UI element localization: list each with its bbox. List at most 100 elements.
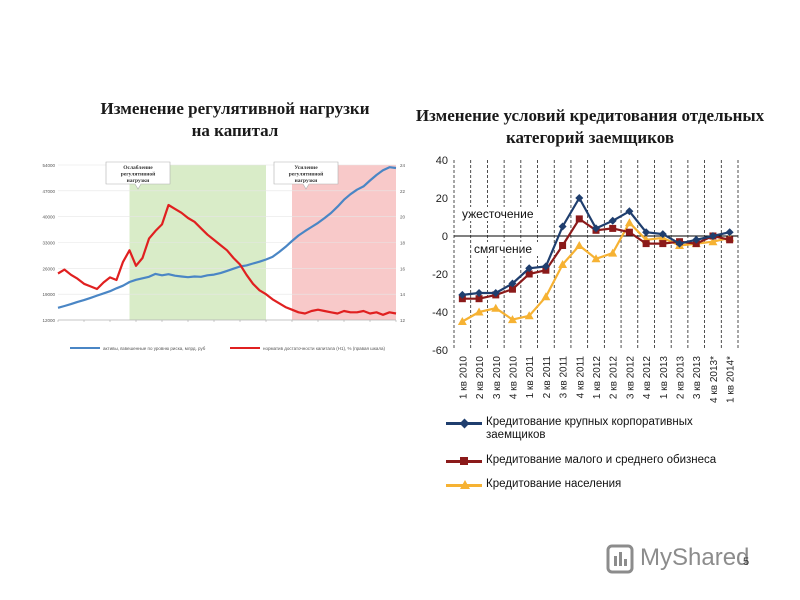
sme-lending-point bbox=[726, 236, 734, 244]
corporate-lending-point bbox=[458, 290, 467, 299]
right-axis-tick-label: 14 bbox=[400, 292, 406, 297]
left-axis-tick-label: 54000 bbox=[42, 163, 55, 168]
legend-swatch-corporate bbox=[446, 416, 482, 430]
tightening-annotation-text: регулятивной bbox=[289, 171, 324, 178]
corporate-lending-point bbox=[692, 235, 701, 244]
retail-lending-point bbox=[624, 218, 634, 227]
left-axis-tick-label: 19000 bbox=[42, 292, 55, 297]
page-number: 5 bbox=[743, 556, 750, 568]
legend-label-retail: Кредитование населения bbox=[486, 478, 622, 490]
sme-lending-point bbox=[609, 224, 617, 232]
retail-lending-point bbox=[541, 292, 551, 301]
legend-label-corporate: Кредитование крупных корпоративных заемщ… bbox=[486, 416, 693, 441]
retail-lending-point bbox=[507, 315, 517, 324]
corporate-lending-point bbox=[525, 264, 534, 273]
x-axis-tick-label: 4 кв 2012 bbox=[642, 356, 653, 399]
x-axis-tick-label: 2 кв 2012 bbox=[609, 356, 620, 399]
corporate-lending-point bbox=[575, 194, 584, 202]
corporate-lending-point bbox=[608, 216, 617, 225]
retail-lending-point bbox=[708, 237, 718, 246]
right-axis-tick-label: 24 bbox=[400, 163, 406, 168]
x-axis-tick-label: 4 кв 2013* bbox=[709, 356, 720, 403]
corporate-lending-point bbox=[508, 279, 517, 288]
legend-item-sme: Кредитование малого и среднего обизнеса bbox=[446, 454, 746, 468]
sme-lending-point bbox=[642, 240, 650, 248]
retail-lending-point bbox=[574, 241, 584, 249]
sme-lending-point bbox=[508, 285, 516, 293]
sme-lending-point bbox=[525, 270, 533, 278]
x-axis-tick-label: 1 кв 2014* bbox=[726, 356, 737, 403]
corporate-lending-point bbox=[708, 232, 717, 240]
capital-adequacy-line bbox=[57, 203, 397, 316]
right-axis-tick-label: 22 bbox=[400, 189, 406, 194]
lending-conditions-chart: 40 20 0 -20 -40 -60 1 кв 2010 2 кв 2010 3 кв 201… bbox=[432, 155, 739, 403]
y-axis-tick-label: 20 bbox=[436, 193, 448, 205]
logo-text: MyShared bbox=[640, 544, 750, 571]
y-axis-tick-label: 0 bbox=[442, 231, 448, 243]
x-axis-tick-label: 4 кв 2010 bbox=[508, 356, 519, 399]
lending-chart-legend: Кредитование крупных корпоративных заемщ… bbox=[446, 416, 746, 504]
legend-swatch-retail bbox=[446, 478, 482, 492]
sme-lending-point bbox=[559, 242, 567, 249]
x-axis-tick-label: 3 кв 2011 bbox=[559, 356, 570, 399]
x-axis-tick-label: 3 кв 2013 bbox=[692, 356, 703, 399]
x-axis-tick-label: 1 кв 2010 bbox=[458, 356, 469, 399]
left-axis-tick-label: 33000 bbox=[42, 241, 55, 246]
left-axis-tick-label: 47000 bbox=[42, 189, 55, 194]
x-axis-tick-label: 3 кв 2010 bbox=[492, 356, 503, 399]
x-axis-tick-label: 1 кв 2011 bbox=[525, 356, 536, 399]
logo: MyShared bbox=[606, 540, 766, 580]
right-axis-tick-label: 18 bbox=[400, 241, 406, 246]
tightening-label-bg bbox=[460, 207, 550, 221]
legend-label-sme: Кредитование малого и среднего обизнеса bbox=[486, 454, 717, 466]
y-axis-tick-label: -20 bbox=[432, 269, 448, 281]
legend-item-corporate: Кредитование крупных корпоративных заемщ… bbox=[446, 416, 746, 442]
capital-regulation-chart: 54000 47000 40000 33000 26000 19000 12000 24 22 2… bbox=[42, 161, 406, 351]
corporate-lending-point bbox=[658, 230, 667, 239]
y-axis-tick-label: -60 bbox=[432, 345, 448, 357]
risk-weighted-assets-line bbox=[57, 166, 397, 309]
left-legend-label-adequacy: норматив достаточности капитала (Н1), % … bbox=[263, 346, 386, 351]
retail-lending-point bbox=[591, 254, 601, 263]
y-axis-tick-label: -40 bbox=[432, 307, 448, 319]
left-chart-title: Изменение регулятивной нагрузки на капит… bbox=[100, 99, 370, 140]
left-axis-tick-label: 40000 bbox=[42, 215, 55, 220]
sme-lending-point bbox=[475, 295, 483, 303]
corporate-lending-point bbox=[725, 228, 734, 237]
left-axis-tick-label: 26000 bbox=[42, 266, 55, 271]
corporate-lending-point bbox=[558, 222, 567, 231]
x-axis-tick-label: 2 кв 2013 bbox=[676, 356, 687, 399]
x-axis-tick-label: 4 кв 2011 bbox=[575, 356, 586, 399]
left-axis-tick-label: 12000 bbox=[42, 318, 55, 323]
retail-lending-point bbox=[608, 248, 618, 257]
right-chart-title: Изменение условий кредитования отдельных… bbox=[415, 106, 765, 147]
sme-lending-point bbox=[625, 228, 633, 236]
right-axis-tick-label: 20 bbox=[400, 215, 406, 220]
easing-annotation-text: Ослабление bbox=[123, 164, 153, 171]
right-axis-tick-label: 16 bbox=[400, 266, 406, 271]
sme-lending-point bbox=[575, 215, 583, 223]
retail-lending-point bbox=[558, 260, 568, 268]
retail-lending-point bbox=[457, 317, 467, 325]
corporate-lending-point bbox=[475, 289, 484, 297]
logo-icon bbox=[606, 544, 634, 574]
retail-lending-point bbox=[491, 303, 501, 312]
retail-lending-point bbox=[474, 307, 484, 316]
x-axis-tick-label: 2 кв 2010 bbox=[475, 356, 486, 399]
easing-label: смягчение bbox=[474, 242, 532, 256]
corporate-lending-point bbox=[541, 262, 550, 271]
sme-lending-point bbox=[659, 240, 667, 248]
easing-label-bg bbox=[472, 242, 542, 256]
easing-annotation-text: регулятивной bbox=[121, 171, 156, 178]
left-legend-label-assets: активы, взвешенные по уровню риска, млрд… bbox=[103, 346, 206, 351]
x-axis-tick-label: 1 кв 2012 bbox=[592, 356, 603, 399]
x-axis-tick-label: 3 кв 2012 bbox=[625, 356, 636, 399]
corporate-lending-point bbox=[675, 239, 684, 248]
x-axis-tick-label: 2 кв 2011 bbox=[542, 356, 553, 399]
corporate-lending-point bbox=[625, 207, 634, 216]
tightening-label: ужесточение bbox=[462, 207, 534, 221]
corporate-lending-point bbox=[491, 289, 500, 297]
retail-lending-point bbox=[524, 311, 534, 320]
